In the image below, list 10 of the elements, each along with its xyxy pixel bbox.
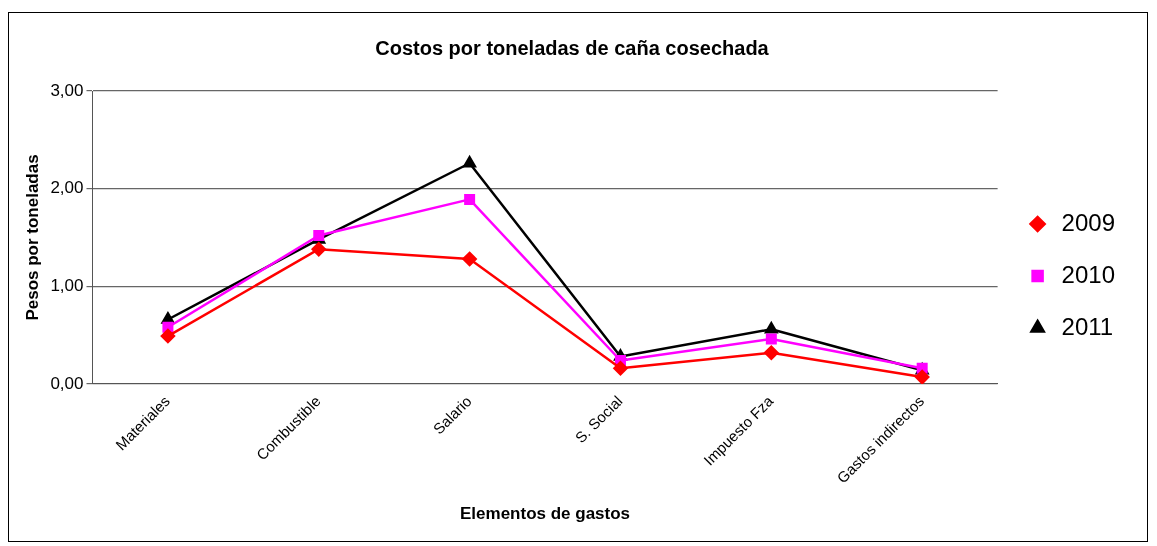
x-axis-title: Elementos de gastos <box>460 504 631 524</box>
y-tick-label: 3,00 <box>50 80 84 100</box>
legend-label: 2011 <box>1061 312 1114 340</box>
y-tick-label: 0,00 <box>50 373 84 393</box>
y-tick-label: 1,00 <box>50 275 84 295</box>
chart-title: Costos por toneladas de caña cosechada <box>375 36 770 59</box>
legend-label: 2009 <box>1061 208 1115 236</box>
legend-label: 2010 <box>1061 260 1115 288</box>
y-axis-title: Pesos por toneladas <box>22 154 42 321</box>
y-tick-label: 2,00 <box>50 178 84 198</box>
